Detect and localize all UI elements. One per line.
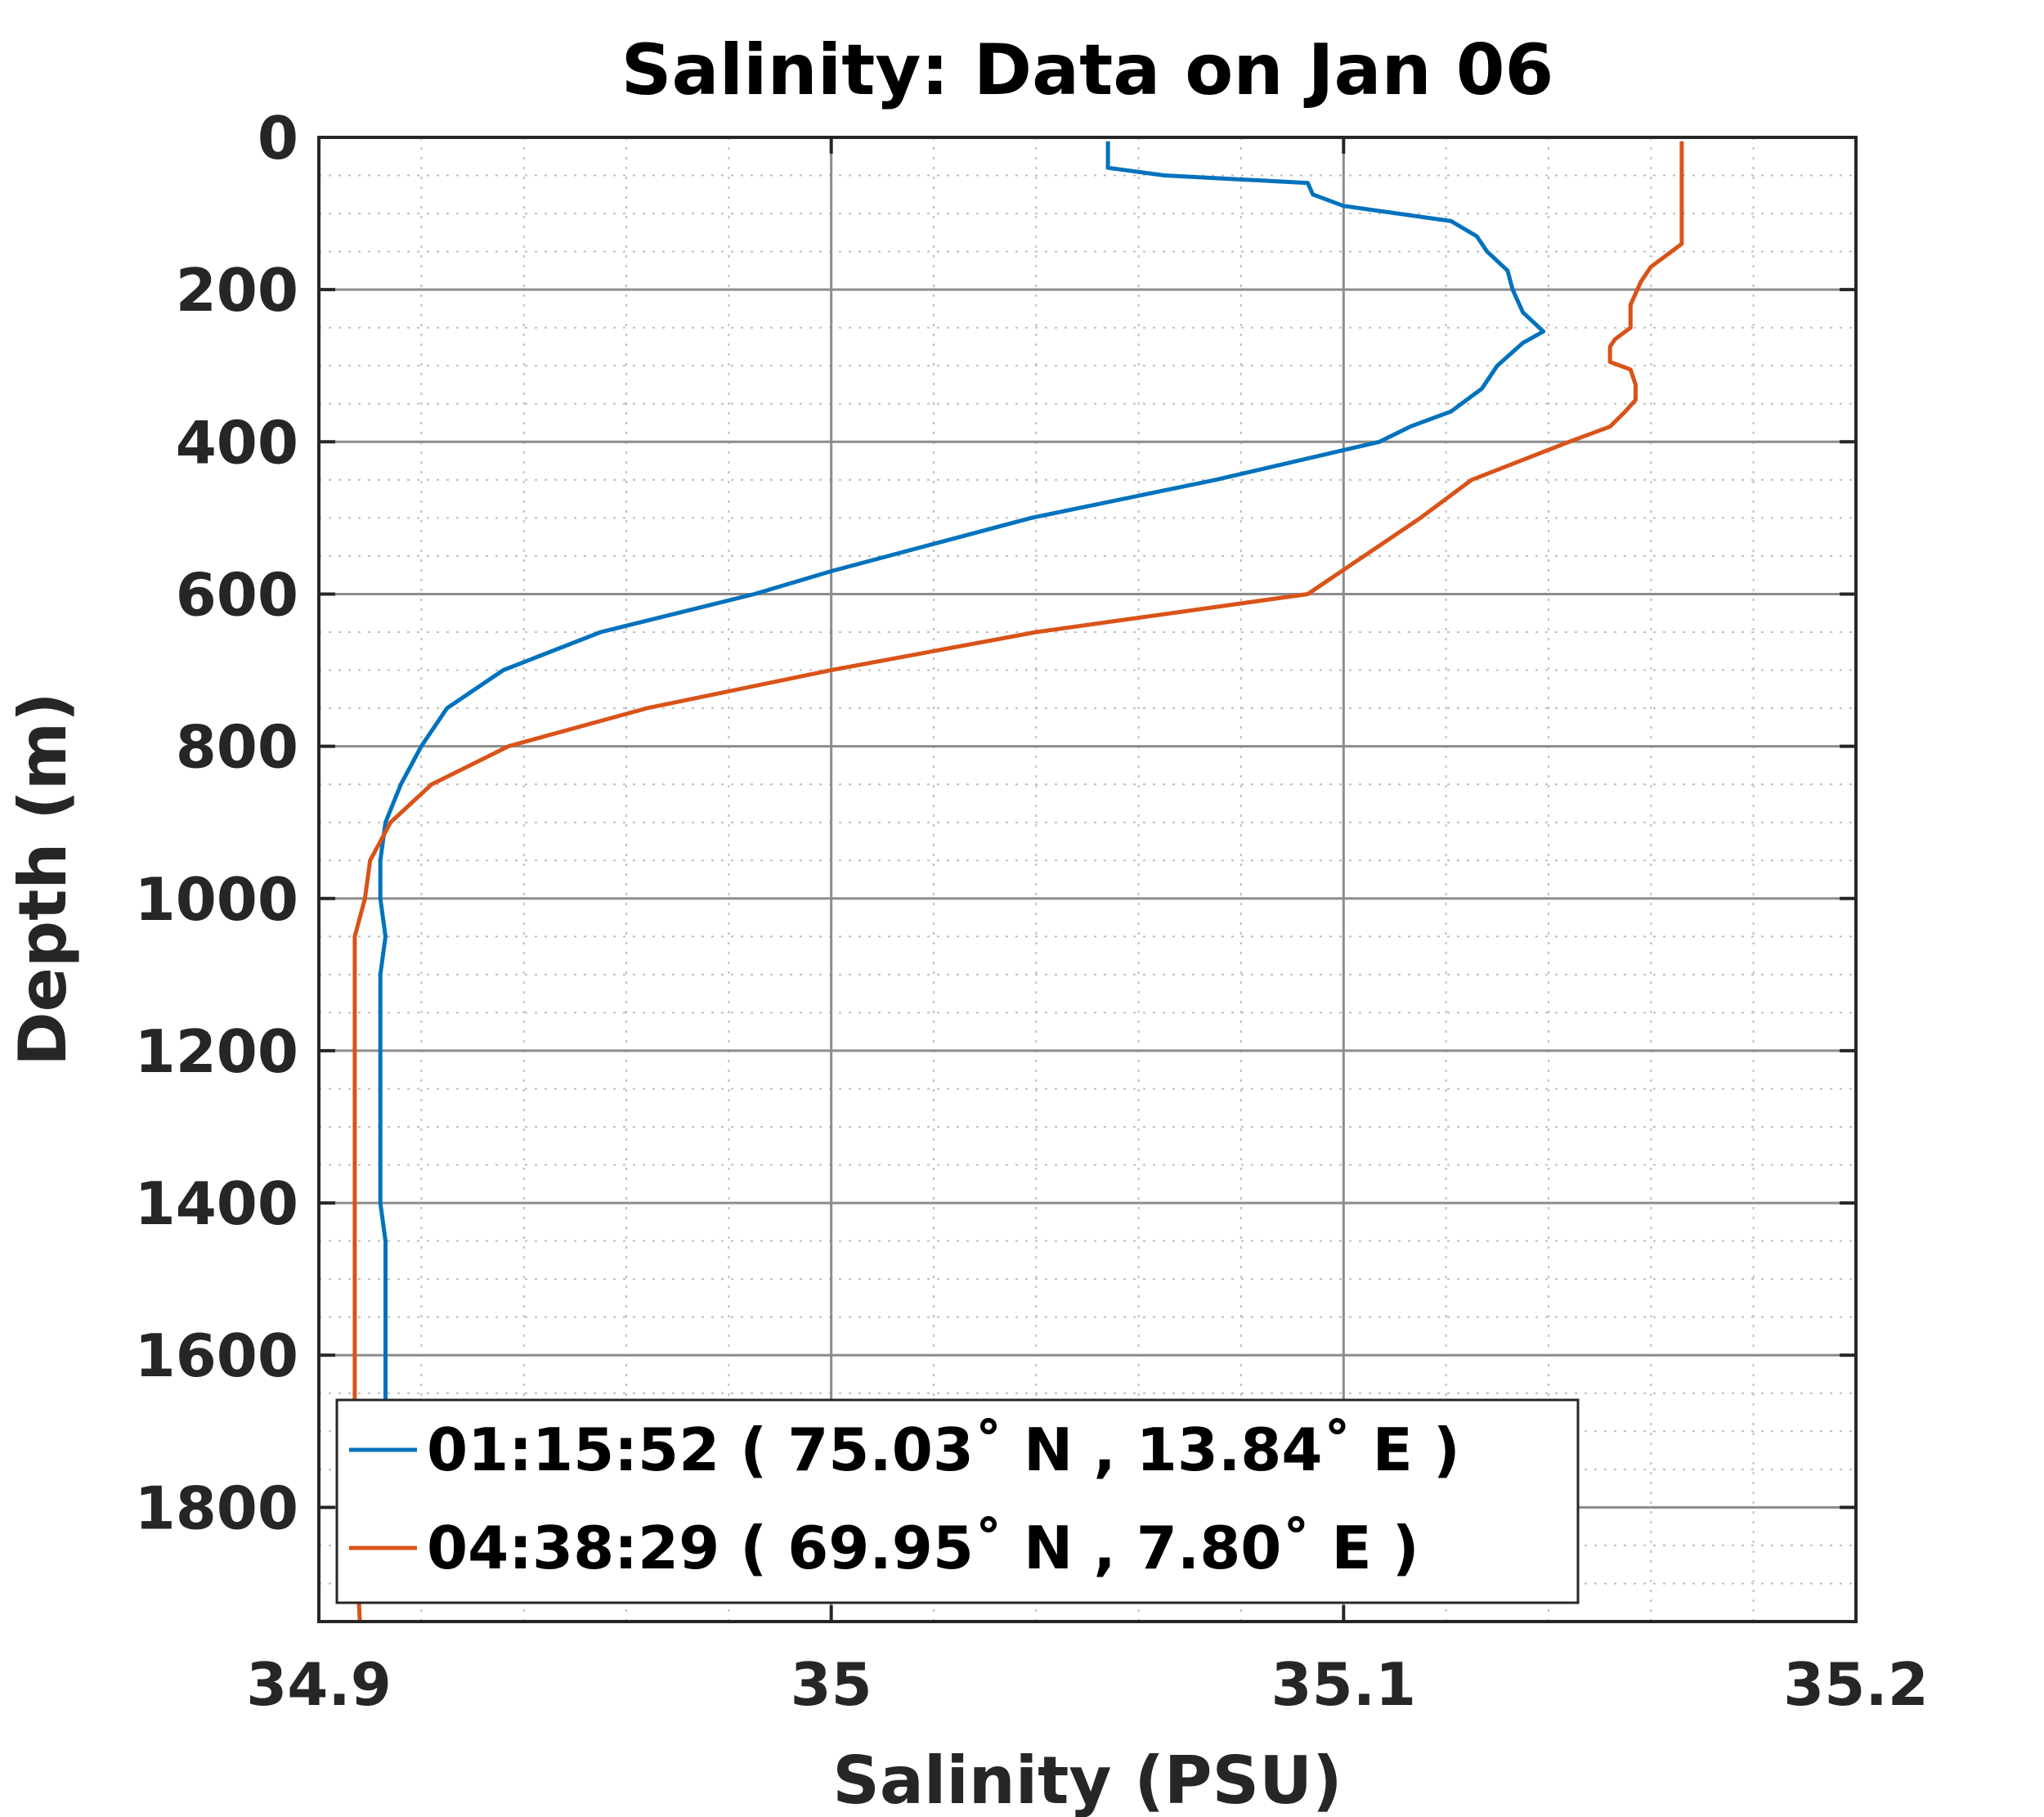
y-tick-label: 1200	[135, 1017, 298, 1086]
series-line-2	[352, 141, 1684, 1622]
y-tick-label: 400	[176, 408, 298, 477]
legend-label-series-1: 01:15:52 ( 75.03˚ N , 13.84˚ E )	[427, 1415, 1460, 1484]
x-axis-label: Salinity (PSU)	[832, 1743, 1342, 1817]
y-tick-label: 200	[176, 256, 298, 325]
legend-box	[335, 1398, 1580, 1604]
y-tick-labels: 0 200 400 600 800 1000 1200 1400 1600 1800	[135, 104, 298, 1542]
plot-area	[319, 137, 1856, 1622]
series-layer	[352, 141, 1684, 1622]
y-tick-label: 1000	[135, 865, 298, 934]
tick-marks	[317, 136, 1858, 1622]
x-tick-labels: 34.9 35 35.1 35.2	[246, 1650, 1929, 1719]
y-tick-label: 800	[176, 713, 298, 782]
y-axis-label: Depth (m)	[5, 692, 81, 1066]
legend-label-series-2: 04:38:29 ( 69.95˚ N , 7.80˚ E )	[427, 1514, 1419, 1582]
y-tick-label: 600	[176, 560, 298, 629]
legend: 01:15:52 ( 75.03˚ N , 13.84˚ E ) 04:38:2…	[335, 1398, 1580, 1604]
x-tick-label: 34.9	[246, 1650, 392, 1719]
plot-frame	[317, 136, 1858, 1623]
y-tick-label: 1400	[135, 1169, 298, 1238]
chart-title: Salinity: Data on Jan 06	[621, 29, 1554, 111]
x-tick-label: 35.2	[1783, 1650, 1929, 1719]
series-line-1	[378, 141, 1546, 1424]
x-tick-label: 35	[791, 1650, 872, 1719]
y-tick-label: 1600	[135, 1321, 298, 1390]
x-tick-label: 35.1	[1271, 1650, 1417, 1719]
y-tick-label: 1800	[135, 1474, 298, 1542]
y-tick-label: 0	[258, 104, 298, 173]
